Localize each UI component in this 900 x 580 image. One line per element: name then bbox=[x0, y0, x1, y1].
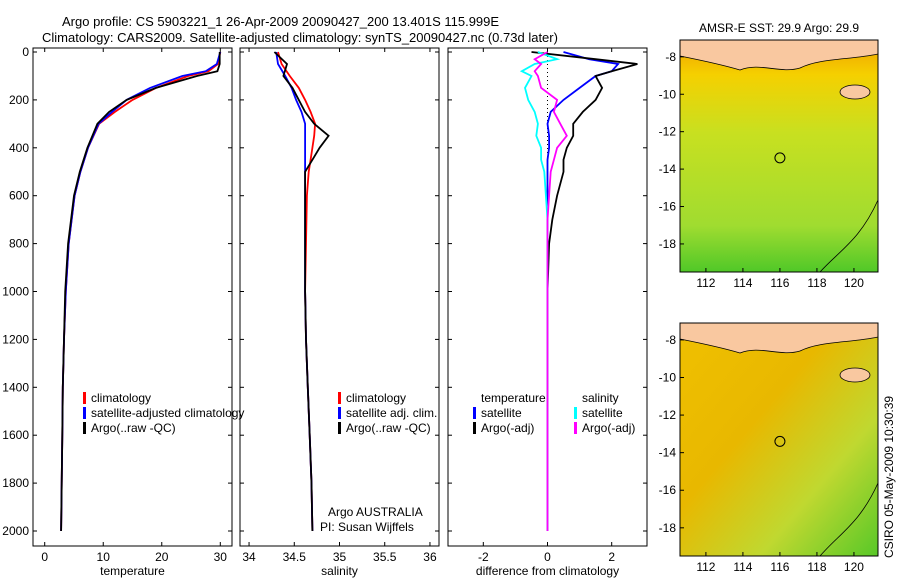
map-field bbox=[680, 40, 878, 272]
coastline-australia bbox=[819, 482, 879, 557]
legend-swatch bbox=[338, 392, 341, 404]
y-tick-label: 200 bbox=[9, 93, 29, 107]
series-line-argo bbox=[60, 52, 221, 532]
y-tick-label: 1800 bbox=[2, 476, 29, 490]
map-frame bbox=[679, 39, 879, 273]
legend-swatch bbox=[83, 392, 86, 404]
x-tick-label: 120 bbox=[844, 276, 864, 290]
y-tick-label: -14 bbox=[659, 162, 677, 176]
legend-label: satellite-adjusted climatology bbox=[91, 406, 244, 420]
x-tick-label: 0 bbox=[41, 550, 48, 564]
x-tick-label: 10 bbox=[97, 550, 111, 564]
x-tick-label: 34 bbox=[242, 550, 256, 564]
y-tick-label: 600 bbox=[9, 189, 29, 203]
x-axis-label: temperature bbox=[100, 564, 165, 578]
x-tick-label: 118 bbox=[807, 276, 826, 290]
legend-label: climatology bbox=[346, 391, 406, 405]
y-tick-label: -10 bbox=[659, 87, 677, 101]
y-tick-label: 0 bbox=[22, 45, 29, 59]
x-tick-label: 20 bbox=[155, 550, 169, 564]
x-tick-label: 34.5 bbox=[283, 550, 307, 564]
land-island bbox=[839, 367, 871, 383]
legend-swatch bbox=[574, 422, 577, 434]
x-tick-label: 114 bbox=[733, 276, 752, 290]
land-island bbox=[839, 84, 871, 100]
legend-label: satellite bbox=[481, 406, 522, 420]
x-tick-label: 35 bbox=[333, 550, 347, 564]
argo-location-marker bbox=[774, 435, 786, 447]
y-tick-label: 2000 bbox=[2, 524, 29, 538]
legend-swatch bbox=[83, 422, 86, 434]
y-tick-label: -8 bbox=[665, 333, 676, 347]
coastline-australia bbox=[819, 199, 879, 273]
annotation-line-1: Argo AUSTRALIA bbox=[328, 505, 423, 519]
x-tick-label: 112 bbox=[696, 560, 715, 574]
x-tick-label: 116 bbox=[770, 276, 789, 290]
y-tick-label: 1000 bbox=[2, 285, 29, 299]
axes-frame-2 bbox=[239, 47, 440, 547]
legend-label: Argo(..raw -QC) bbox=[91, 421, 176, 435]
y-tick-label: 1200 bbox=[2, 332, 29, 346]
axes-frame-1 bbox=[32, 47, 233, 547]
x-tick-label: 120 bbox=[844, 560, 864, 574]
x-tick-label: 30 bbox=[214, 550, 228, 564]
series-line-argo bbox=[273, 51, 330, 532]
y-tick-label: -16 bbox=[659, 483, 677, 497]
legend-heading: temperature bbox=[481, 391, 546, 405]
land-indonesia bbox=[679, 39, 879, 71]
legend-swatch bbox=[473, 422, 476, 434]
argo-location-marker bbox=[774, 152, 786, 164]
y-tick-label: -16 bbox=[659, 200, 677, 214]
y-tick-label: -8 bbox=[665, 50, 676, 64]
x-tick-label: 112 bbox=[696, 276, 715, 290]
map-frame bbox=[679, 322, 879, 557]
legend-swatch bbox=[83, 407, 86, 419]
legend-swatch bbox=[338, 407, 341, 419]
title-line-2: Climatology: CARS2009. Satellite-adjuste… bbox=[42, 30, 558, 45]
y-tick-label: -18 bbox=[659, 521, 677, 535]
y-tick-label: 1400 bbox=[2, 380, 29, 394]
x-axis-label: salinity bbox=[321, 564, 358, 578]
x-tick-label: 2 bbox=[608, 550, 615, 564]
legend-label: satellite adj. clim. bbox=[346, 406, 437, 420]
x-tick-label: 36 bbox=[423, 550, 437, 564]
x-tick-label: 116 bbox=[770, 560, 789, 574]
legend-label: satellite bbox=[582, 406, 623, 420]
legend-label: Argo(-adj) bbox=[582, 421, 635, 435]
legend-swatch bbox=[473, 407, 476, 419]
y-tick-label: -14 bbox=[659, 446, 677, 460]
credit-stamp: CSIRO 05-May-2009 10:30:39 bbox=[882, 395, 896, 558]
y-tick-label: 400 bbox=[9, 141, 29, 155]
y-tick-label: 1600 bbox=[2, 428, 29, 442]
x-tick-label: 118 bbox=[807, 560, 826, 574]
y-tick-label: 800 bbox=[9, 237, 29, 251]
x-tick-label: 0 bbox=[544, 550, 551, 564]
legend-swatch bbox=[338, 422, 341, 434]
legend-label: Argo(-adj) bbox=[481, 421, 534, 435]
map-field bbox=[680, 323, 878, 556]
x-axis-label: difference from climatology bbox=[476, 564, 619, 578]
x-tick-label: -2 bbox=[478, 550, 489, 564]
legend-label: Argo(..raw -QC) bbox=[346, 421, 431, 435]
series-line-salinity-argo-adj- bbox=[533, 51, 568, 531]
legend-label: climatology bbox=[91, 391, 151, 405]
series-line-temperature-argo-adj- bbox=[531, 51, 638, 531]
y-tick-label: -12 bbox=[659, 125, 677, 139]
title-line-1: Argo profile: CS 5903221_1 26-Apr-2009 2… bbox=[62, 14, 500, 29]
land-indonesia bbox=[679, 322, 879, 354]
legend-heading: salinity bbox=[582, 391, 619, 405]
annotation-line-2: PI: Susan Wijffels bbox=[320, 520, 414, 534]
y-tick-label: -10 bbox=[659, 370, 677, 384]
x-tick-label: 114 bbox=[733, 560, 752, 574]
legend-swatch bbox=[574, 407, 577, 419]
x-tick-label: 35.5 bbox=[373, 550, 397, 564]
y-tick-label: -18 bbox=[659, 237, 677, 251]
y-tick-label: -12 bbox=[659, 408, 677, 422]
map-title: AMSR-E SST: 29.9 Argo: 29.9 bbox=[699, 21, 859, 35]
